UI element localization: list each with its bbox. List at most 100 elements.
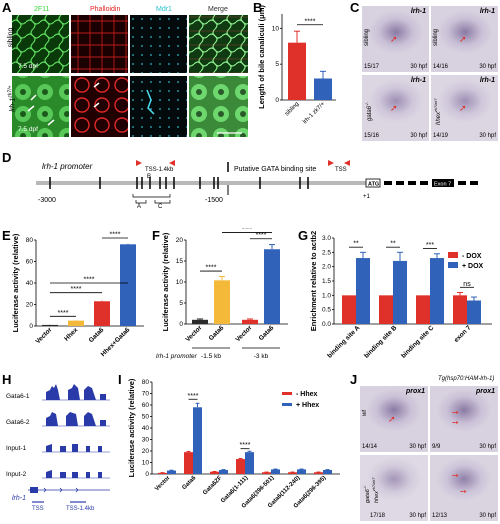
img-mutant-2f11 (12, 76, 69, 137)
bar-3 (264, 249, 280, 324)
y-tick-label: 0 (275, 97, 279, 104)
header-phalloidin: Phalloidin (90, 6, 121, 13)
sig-label: ns (463, 281, 471, 288)
x-tick-label: binding site B (363, 324, 399, 360)
gata-sites (49, 177, 309, 189)
img-mutant-phalloidin (71, 76, 128, 137)
arrow-icon: ➚ (388, 414, 396, 424)
tss14-right-marker (169, 160, 175, 166)
header-merge: Merge (208, 6, 228, 13)
y-axis-label: Luciferase activity (relative) (11, 233, 20, 332)
chart-e: 0 20 40 60 80 Luciferase activity (relative) V… (11, 232, 144, 358)
sig-label: **** (240, 442, 251, 449)
bar-0-0 (342, 295, 356, 324)
atg-label: ATG (368, 182, 379, 188)
group-label: -1.5 kb (201, 353, 221, 360)
bar-6-1 (323, 469, 332, 474)
arrow-icon: ➙ (460, 487, 467, 496)
x-tick-label: sibling (284, 101, 300, 117)
bar-1-0 (379, 295, 393, 324)
promoter-title: lrh-1 promoter (42, 162, 93, 171)
legend-label: - Hhex (296, 391, 318, 398)
y-tick-label: 0.0 (322, 321, 331, 328)
bar-2-1 (219, 469, 228, 474)
embryo-panel-j: Tg(hsp70:HAM-lrh-1) prox1 wt 14/14 30 hp… (360, 376, 498, 522)
y-axis-label: Luciferase activity (relative) (161, 232, 170, 331)
track-input-2: Input-2 (6, 470, 110, 479)
y-tick-label: 3.0 (322, 235, 331, 242)
x-tick-label: exon 7 (453, 324, 473, 344)
y-tick-label: 50 (142, 414, 150, 421)
y-tick-label: 0 (179, 321, 183, 328)
sig-label: **** (256, 232, 267, 239)
sig-label: ** (390, 241, 396, 248)
panel-label-j: J (350, 372, 358, 387)
tss-label: TSS (335, 167, 347, 173)
arrow-icon: ➙ (452, 471, 459, 480)
y-tick-label: 10 (176, 279, 184, 286)
y-tick-label: 5 (179, 300, 183, 307)
row-label-sibling: sibling (7, 27, 15, 48)
bar-3-0 (453, 295, 467, 324)
svg-text:Gata6-2: Gata6-2 (6, 419, 30, 426)
bar-0-1 (356, 258, 370, 324)
svg-text:lrh-1: lrh-1 (12, 495, 26, 502)
bar-0 (192, 319, 208, 324)
track-input-1: Input-1 (6, 444, 110, 453)
svg-text:Gata6-1: Gata6-1 (6, 393, 30, 400)
header-mdr1: Mdr1 (156, 6, 172, 13)
stage-label-1: 7.5 dpf (18, 63, 38, 70)
row-label-mutant: lrh-1zk7/+ (7, 85, 17, 112)
y-axis-label: Length of bile canaliculi (μm) (257, 5, 266, 109)
arrow-icon: ➚ (390, 34, 398, 44)
y-tick-label: 0 (145, 471, 149, 478)
bar-5-0 (288, 472, 297, 474)
legend-label: - DOX (462, 253, 482, 260)
gata-legend: Putative GATA binding site (234, 166, 316, 173)
site-letter-a: A (137, 204, 141, 210)
gene-model: lrh-1 TSS TSS-1.4kb (12, 487, 110, 512)
tss-left-marker (328, 160, 334, 166)
bar-3-1 (467, 300, 481, 324)
x-tick-label: binding site C (400, 324, 436, 360)
svg-text:Input-1: Input-1 (6, 445, 27, 452)
tss14-left-marker (136, 160, 142, 166)
gene-body (384, 181, 478, 185)
arrow-icon: ➙ (452, 408, 459, 417)
embryo-c4: lrh-1 hhexzk7/zk7 14/19 30 hpf ➚ (431, 75, 498, 141)
chart-b: 0 5 10 Length of bile canaliculi (μm) siblin… (257, 5, 336, 125)
pos-mid: -1500 (205, 197, 223, 204)
sig-label: **** (188, 393, 199, 400)
arrow-icon: ➚ (390, 103, 398, 113)
site-letter-b: B (147, 174, 151, 180)
y-tick-label: 20 (142, 448, 150, 455)
chart-i: 0 10 20 30 40 50 60 70 80 Luciferase activity (re… (127, 378, 340, 510)
arrow-icon: ➚ (459, 103, 467, 113)
exon7-label: Exon 7 (434, 182, 451, 188)
x-tick-label: Gata6 (208, 324, 226, 342)
panel-label-h: H (2, 372, 12, 387)
panel-label-b: B (253, 0, 263, 15)
y-tick-label: 0 (29, 323, 33, 330)
bar-1-0 (184, 452, 193, 474)
bar-1-1 (393, 260, 407, 324)
sig-label: **** (58, 310, 69, 317)
promoter-diagram: lrh-1 promoter TSS-1.4kb Putative GATA b… (36, 160, 478, 210)
group-label: -3 kb (254, 353, 269, 360)
panel-label-f: F (152, 228, 160, 243)
promoter-label: lrh-1 promoter (156, 353, 198, 360)
microscopy-grid (12, 15, 248, 137)
legend-swatch (448, 262, 458, 268)
legend-swatch (282, 403, 292, 406)
panel-label-g: G (298, 228, 309, 243)
bar-5-1 (297, 469, 306, 474)
bar-1-1 (193, 407, 202, 474)
chip-seq-tracks: Gata6-1 Gata6-2 Input-1 Input-2 lrh-1 TS… (6, 384, 110, 512)
site-letter-c: C (158, 204, 163, 210)
sig-label: **** (84, 277, 95, 284)
atg-box (365, 178, 381, 188)
panel-label-d: D (2, 150, 12, 165)
sig-label: **** (305, 18, 316, 25)
microscopy-panel-a: 2F11 Phalloidin Mdr1 Merge (7, 6, 248, 137)
track-gata6-1: Gata6-1 (6, 384, 110, 401)
